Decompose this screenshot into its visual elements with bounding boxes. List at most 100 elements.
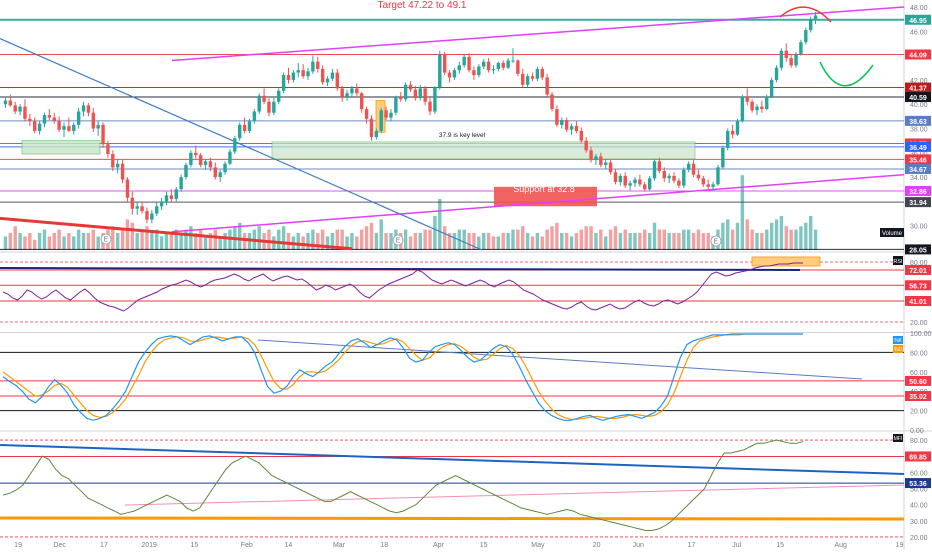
candle-body — [496, 62, 501, 69]
volume-bar — [81, 233, 86, 250]
candle-body — [647, 178, 652, 190]
key-level-box — [271, 141, 696, 160]
volume-tag — [880, 228, 904, 237]
candle-body — [726, 130, 730, 148]
volume-bar — [535, 233, 540, 250]
candle-body — [52, 117, 56, 122]
candle-body — [516, 60, 520, 74]
candle-body — [384, 110, 388, 118]
volume-bar — [413, 233, 418, 250]
volume-bar — [320, 229, 325, 250]
volume-bar — [643, 229, 647, 250]
volume-bar — [647, 233, 652, 250]
volume-bar — [750, 229, 754, 250]
price-axis: 30.0032.0034.0036.0038.0040.0042.0044.00… — [880, 5, 931, 255]
time-tick-label: Feb — [241, 542, 253, 549]
volume-bar — [672, 233, 676, 250]
candle-body — [184, 164, 188, 178]
stoch-d-tag-text: %D — [894, 347, 902, 353]
volume-bar — [438, 199, 442, 250]
candle-body — [330, 72, 335, 79]
volume-bar — [247, 233, 252, 250]
candle-body — [789, 58, 793, 66]
indicator-tick-label: 20.00 — [910, 409, 928, 416]
volume-bar — [184, 229, 188, 250]
volume-bar — [62, 236, 66, 250]
volume-bar — [169, 233, 174, 250]
candle-body — [784, 50, 788, 59]
candle-body — [535, 68, 540, 79]
level-tag-text: 35.46 — [909, 157, 927, 164]
level-tag — [905, 154, 931, 165]
candle-body — [311, 61, 315, 72]
volume-bar — [316, 233, 320, 250]
indicator-tick-label: 80.00 — [910, 260, 928, 267]
volume-bar — [96, 236, 100, 250]
volume-bar — [325, 236, 330, 250]
level-tag-text: 46.95 — [909, 18, 927, 25]
rsi-tag — [893, 256, 903, 265]
volume-bar — [560, 233, 564, 250]
candle-body — [618, 175, 623, 182]
volume-bar — [159, 236, 164, 250]
candle-body — [691, 163, 696, 175]
candle-body — [8, 100, 13, 106]
time-tick-label: Mar — [333, 542, 346, 549]
candle-body — [804, 30, 808, 43]
volume-bar — [564, 233, 569, 250]
candle-body — [452, 70, 457, 78]
key-level-annotation: 37.9 is key level — [439, 132, 486, 139]
mfi-line — [2, 439, 804, 531]
volume-bar — [760, 233, 764, 250]
volume-bar — [369, 222, 374, 250]
volume-bar — [511, 229, 515, 250]
candle-body — [686, 163, 691, 170]
volume-tag-text: Volume — [882, 231, 903, 237]
volume-bar — [296, 233, 300, 250]
candle-body — [301, 70, 305, 77]
volume-bar — [403, 229, 408, 250]
volume-bar — [408, 236, 413, 250]
candle-body — [491, 68, 496, 71]
level-tag-text: 36.49 — [909, 145, 927, 152]
indicator-level-tag — [905, 478, 931, 489]
candle-body — [413, 89, 418, 99]
volume-bar — [37, 233, 42, 250]
candle-body — [403, 84, 408, 100]
candle-body — [155, 206, 159, 214]
candle-body — [120, 163, 125, 180]
level-tag — [905, 14, 931, 25]
candle-body — [462, 56, 466, 66]
level-tag-text: 31.94 — [909, 200, 927, 207]
volume-bar — [706, 233, 710, 250]
level-tag — [905, 244, 931, 255]
candle-body — [442, 54, 447, 73]
candle-body — [428, 101, 432, 112]
price-levels — [0, 18, 904, 250]
volume-bar — [755, 233, 759, 250]
candle-body — [96, 124, 100, 129]
mfi-panel: 80.0070.0060.0050.0040.0030.0020.0069.85… — [0, 434, 931, 542]
volume-bar — [350, 233, 354, 250]
volume-bar — [501, 233, 505, 250]
candle-body — [13, 105, 17, 112]
price-tick-label: 34.00 — [910, 175, 928, 182]
volume-bar — [633, 233, 637, 250]
green-arc — [819, 61, 874, 87]
candle-body — [594, 156, 598, 161]
volume-bar — [721, 222, 725, 250]
candle-body — [477, 66, 481, 76]
stoch-d-tag — [893, 345, 903, 353]
candle-body — [769, 79, 774, 97]
mfi-pink-line — [124, 484, 905, 506]
price-tick-label: 38.00 — [910, 127, 928, 134]
candle-body — [433, 87, 437, 112]
level-tag-text: 32.86 — [909, 189, 927, 196]
indicator-tick-label: 80.00 — [910, 438, 928, 445]
volume-bar — [657, 229, 662, 250]
time-tick-label: 15 — [190, 542, 198, 549]
volume-bar — [691, 233, 696, 250]
candle-body — [345, 93, 349, 97]
